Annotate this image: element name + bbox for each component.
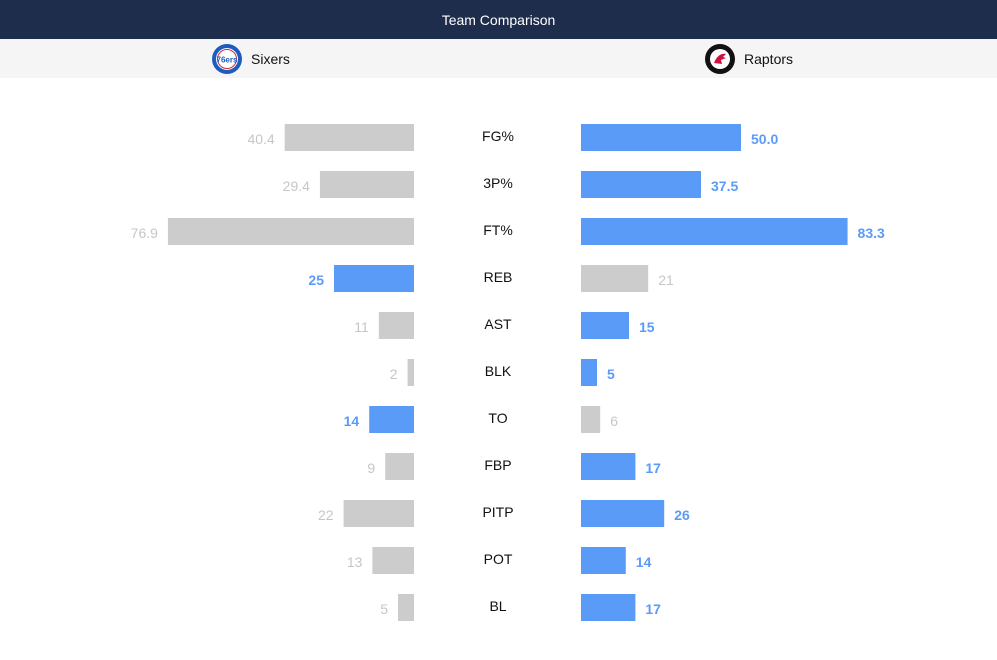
value-away-reb: 21 [658, 272, 674, 288]
bar-away-blk [581, 359, 597, 386]
value-away-3p-pct: 37.5 [711, 178, 738, 194]
svg-text:76ers: 76ers [217, 55, 238, 64]
value-home-fbp: 9 [367, 460, 375, 476]
bar-home-pitp [343, 500, 414, 527]
comparison-chart: FG% 40.4 50.0 3P% 29.4 37.5 FT% 76.9 83.3 REB 25 21… [0, 78, 997, 660]
stat-label-fbp: FBP [484, 457, 511, 473]
value-home-reb: 25 [308, 272, 324, 288]
bar-home-bl [398, 594, 414, 621]
value-home-ast: 11 [354, 319, 369, 335]
bar-home-to [369, 406, 414, 433]
team-away: Raptors [704, 39, 793, 78]
value-away-pitp: 26 [674, 507, 690, 523]
stat-label-reb: REB [484, 269, 513, 285]
stat-label-blk: BLK [485, 363, 512, 379]
bar-away-reb [581, 265, 649, 292]
team-bar: 76ers Sixers Raptors [0, 39, 997, 78]
value-away-fbp: 17 [645, 460, 661, 476]
value-home-3p-pct: 29.4 [283, 178, 310, 194]
bar-home-blk [407, 359, 414, 386]
value-away-fg-pct: 50.0 [751, 131, 778, 147]
value-home-to: 14 [344, 413, 360, 429]
value-away-to: 6 [610, 413, 618, 429]
bar-away-3p-pct [581, 171, 701, 198]
stat-label-pitp: PITP [482, 504, 513, 520]
stat-label-bl: BL [489, 598, 506, 614]
value-home-pot: 13 [347, 554, 363, 570]
value-home-blk: 2 [390, 366, 398, 382]
bar-away-pot [581, 547, 626, 574]
value-home-ft-pct: 76.9 [131, 225, 158, 241]
stat-label-to: TO [488, 410, 507, 426]
bar-home-ft-pct [167, 218, 414, 245]
bar-home-pot [372, 547, 414, 574]
team-away-name: Raptors [744, 50, 794, 67]
bar-home-ast [378, 312, 414, 339]
bar-home-3p-pct [319, 171, 414, 198]
raptors-logo-icon [705, 43, 735, 74]
stat-label-ft-pct: FT% [483, 222, 513, 238]
bar-away-fg-pct [581, 124, 741, 151]
stat-label-ast: AST [484, 316, 512, 332]
value-away-ast: 15 [639, 319, 655, 335]
value-home-fg-pct: 40.4 [247, 131, 274, 147]
value-home-pitp: 22 [318, 507, 334, 523]
bar-away-ft-pct [581, 218, 848, 245]
stat-label-3p-pct: 3P% [483, 175, 513, 191]
bar-away-bl [581, 594, 636, 621]
team-home-name: Sixers [251, 50, 290, 67]
stat-label-pot: POT [484, 551, 513, 567]
bar-home-fbp [385, 453, 414, 480]
value-away-bl: 17 [645, 601, 661, 617]
bar-away-to [581, 406, 601, 433]
header-bar: Team Comparison [0, 0, 997, 39]
page-title: Team Comparison [441, 11, 556, 28]
bar-home-fg-pct [284, 124, 414, 151]
value-away-ft-pct: 83.3 [858, 225, 885, 241]
value-home-bl: 5 [380, 601, 388, 617]
value-away-pot: 14 [636, 554, 652, 570]
value-away-blk: 5 [607, 366, 615, 382]
stat-label-fg-pct: FG% [482, 128, 514, 144]
bar-away-pitp [581, 500, 665, 527]
bar-away-ast [581, 312, 629, 339]
team-home: 76ers Sixers [211, 39, 290, 78]
bar-away-fbp [581, 453, 636, 480]
sixers-logo-icon: 76ers [212, 43, 242, 74]
bar-home-reb [334, 265, 414, 292]
